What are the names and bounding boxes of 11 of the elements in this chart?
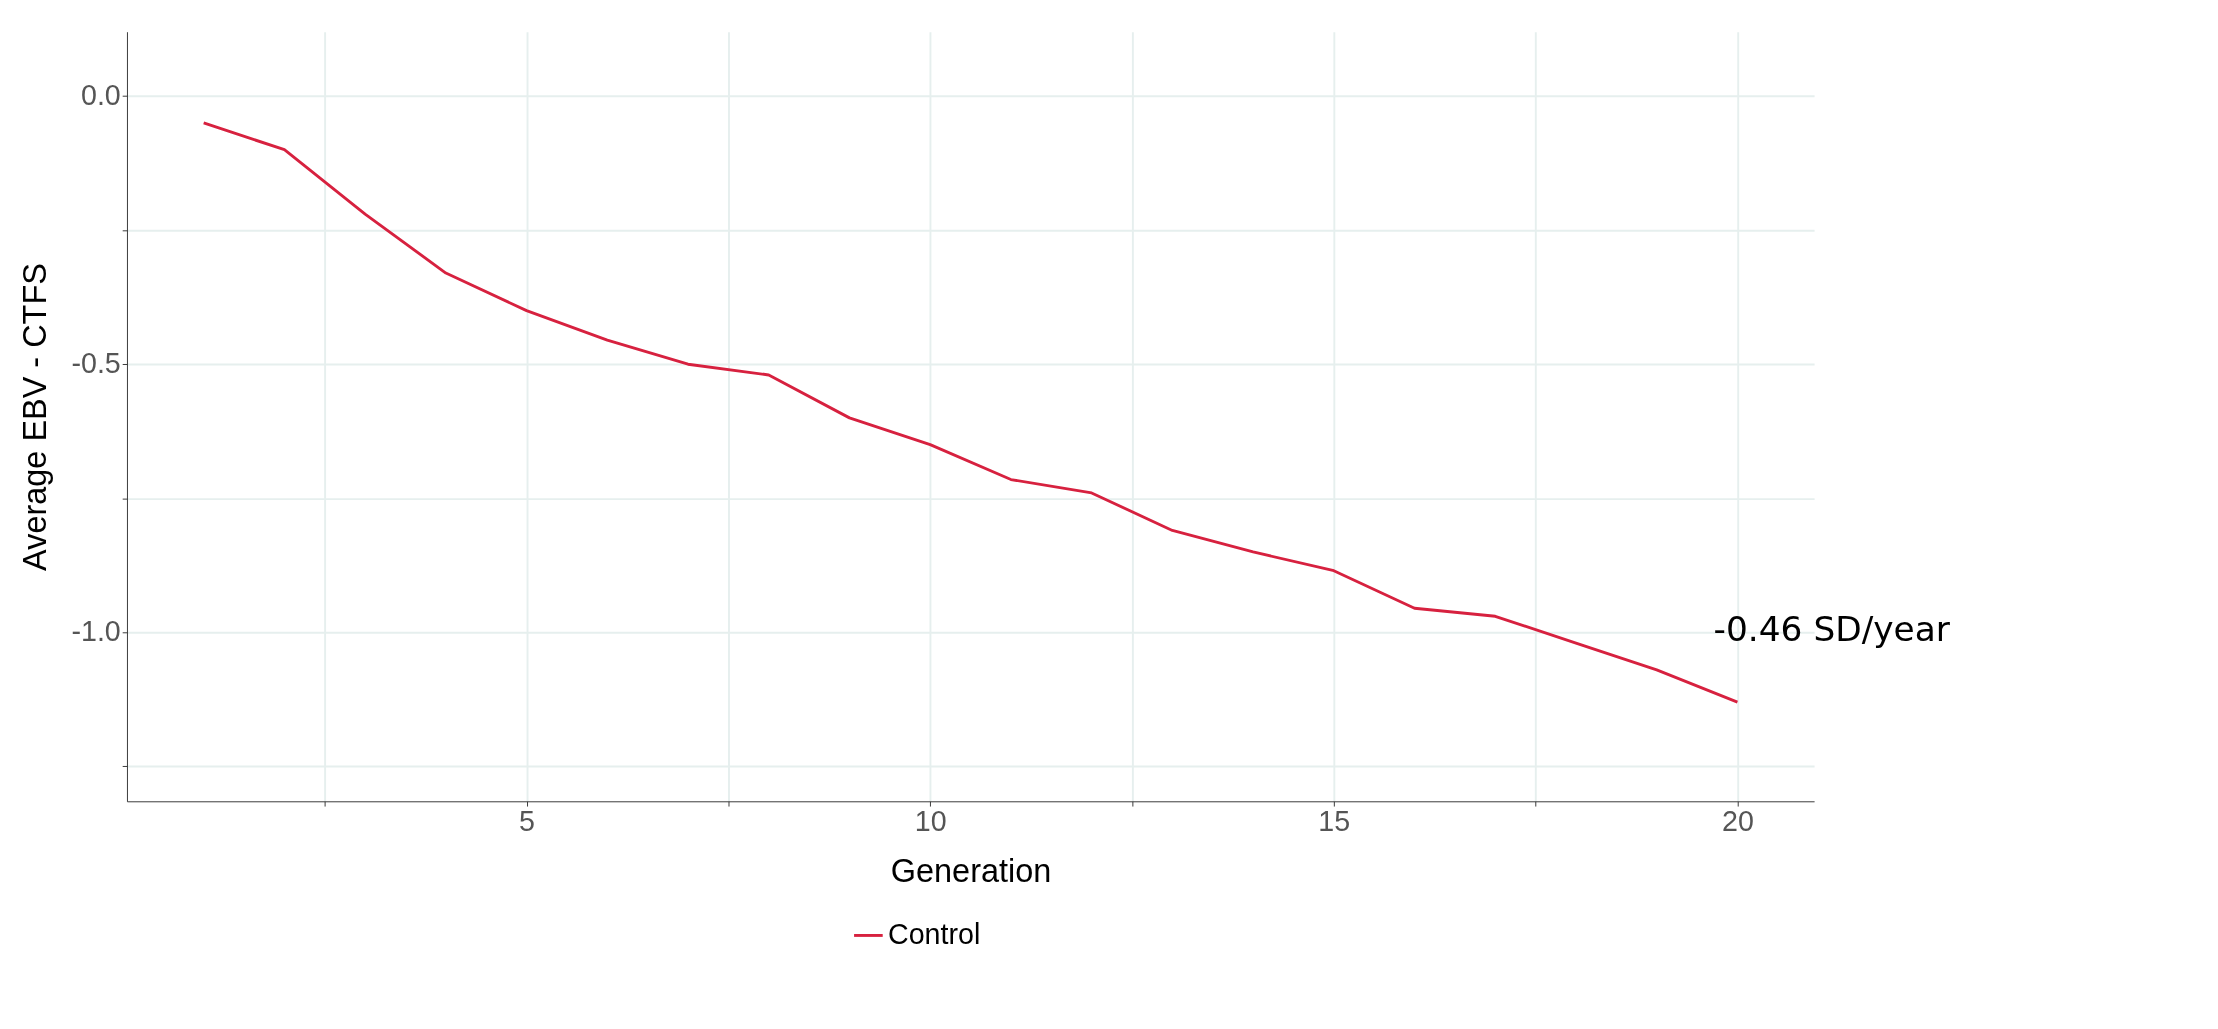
x-tick-label: 15 [1318, 805, 1351, 838]
y-tick-label: -0.5 [71, 347, 121, 380]
x-axis-title: Generation [890, 852, 1052, 889]
x-tick-label: 10 [914, 805, 947, 838]
legend-label: Control [887, 918, 981, 951]
y-tick-label: -1.0 [71, 615, 121, 648]
annotation: -0.46 SD/year [1713, 608, 1951, 649]
x-tick-label: 5 [519, 805, 536, 838]
y-axis-title: Average EBV - CTFS [16, 263, 53, 571]
x-tick-label: 20 [1721, 805, 1754, 838]
y-tick-label: 0.0 [80, 79, 121, 112]
